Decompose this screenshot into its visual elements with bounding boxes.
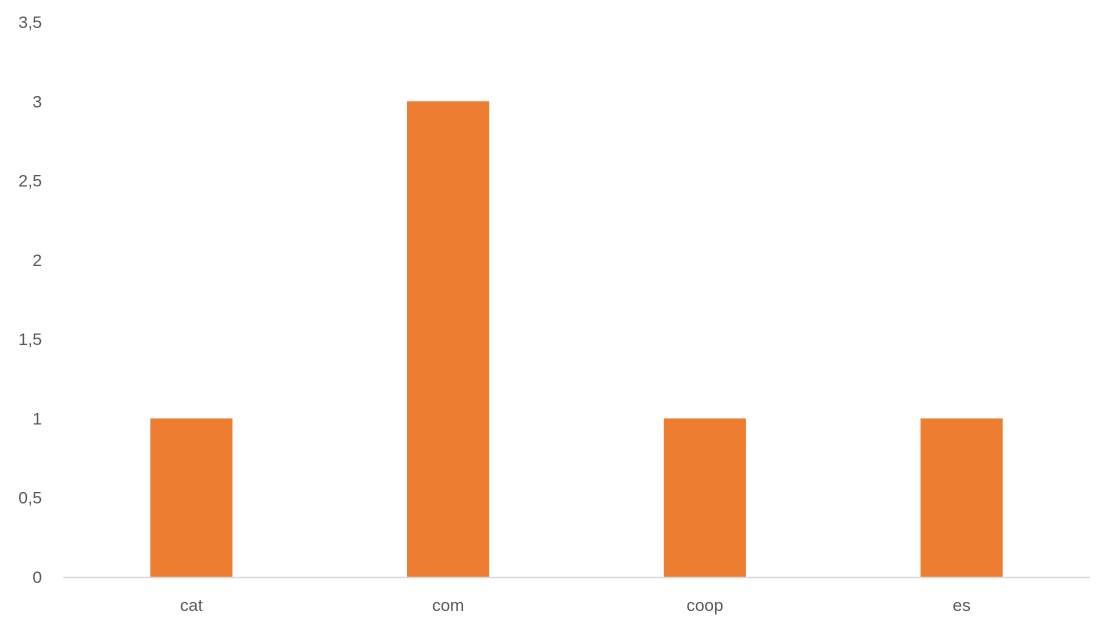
- y-tick-label: 3,5: [18, 13, 42, 32]
- y-tick-label: 2,5: [18, 172, 42, 191]
- bars: [150, 101, 1003, 578]
- x-tick-label: es: [953, 596, 971, 615]
- y-tick-label: 0,5: [18, 489, 42, 508]
- y-axis-ticks: 0 0,5 1 1,5 2 2,5 3 3,5: [18, 13, 42, 587]
- bar-com: [407, 101, 490, 578]
- y-tick-label: 1,5: [18, 330, 42, 349]
- x-tick-label: coop: [686, 596, 723, 615]
- x-tick-label: cat: [180, 596, 203, 615]
- y-tick-label: 1: [33, 409, 42, 428]
- x-tick-label: com: [432, 596, 464, 615]
- bar-cat: [150, 418, 233, 577]
- bar-coop: [663, 418, 746, 577]
- y-tick-label: 3: [33, 92, 42, 111]
- y-tick-label: 0: [33, 568, 42, 587]
- y-tick-label: 2: [33, 251, 42, 270]
- x-axis-ticks: cat com coop es: [180, 596, 971, 615]
- bar-es: [920, 418, 1003, 577]
